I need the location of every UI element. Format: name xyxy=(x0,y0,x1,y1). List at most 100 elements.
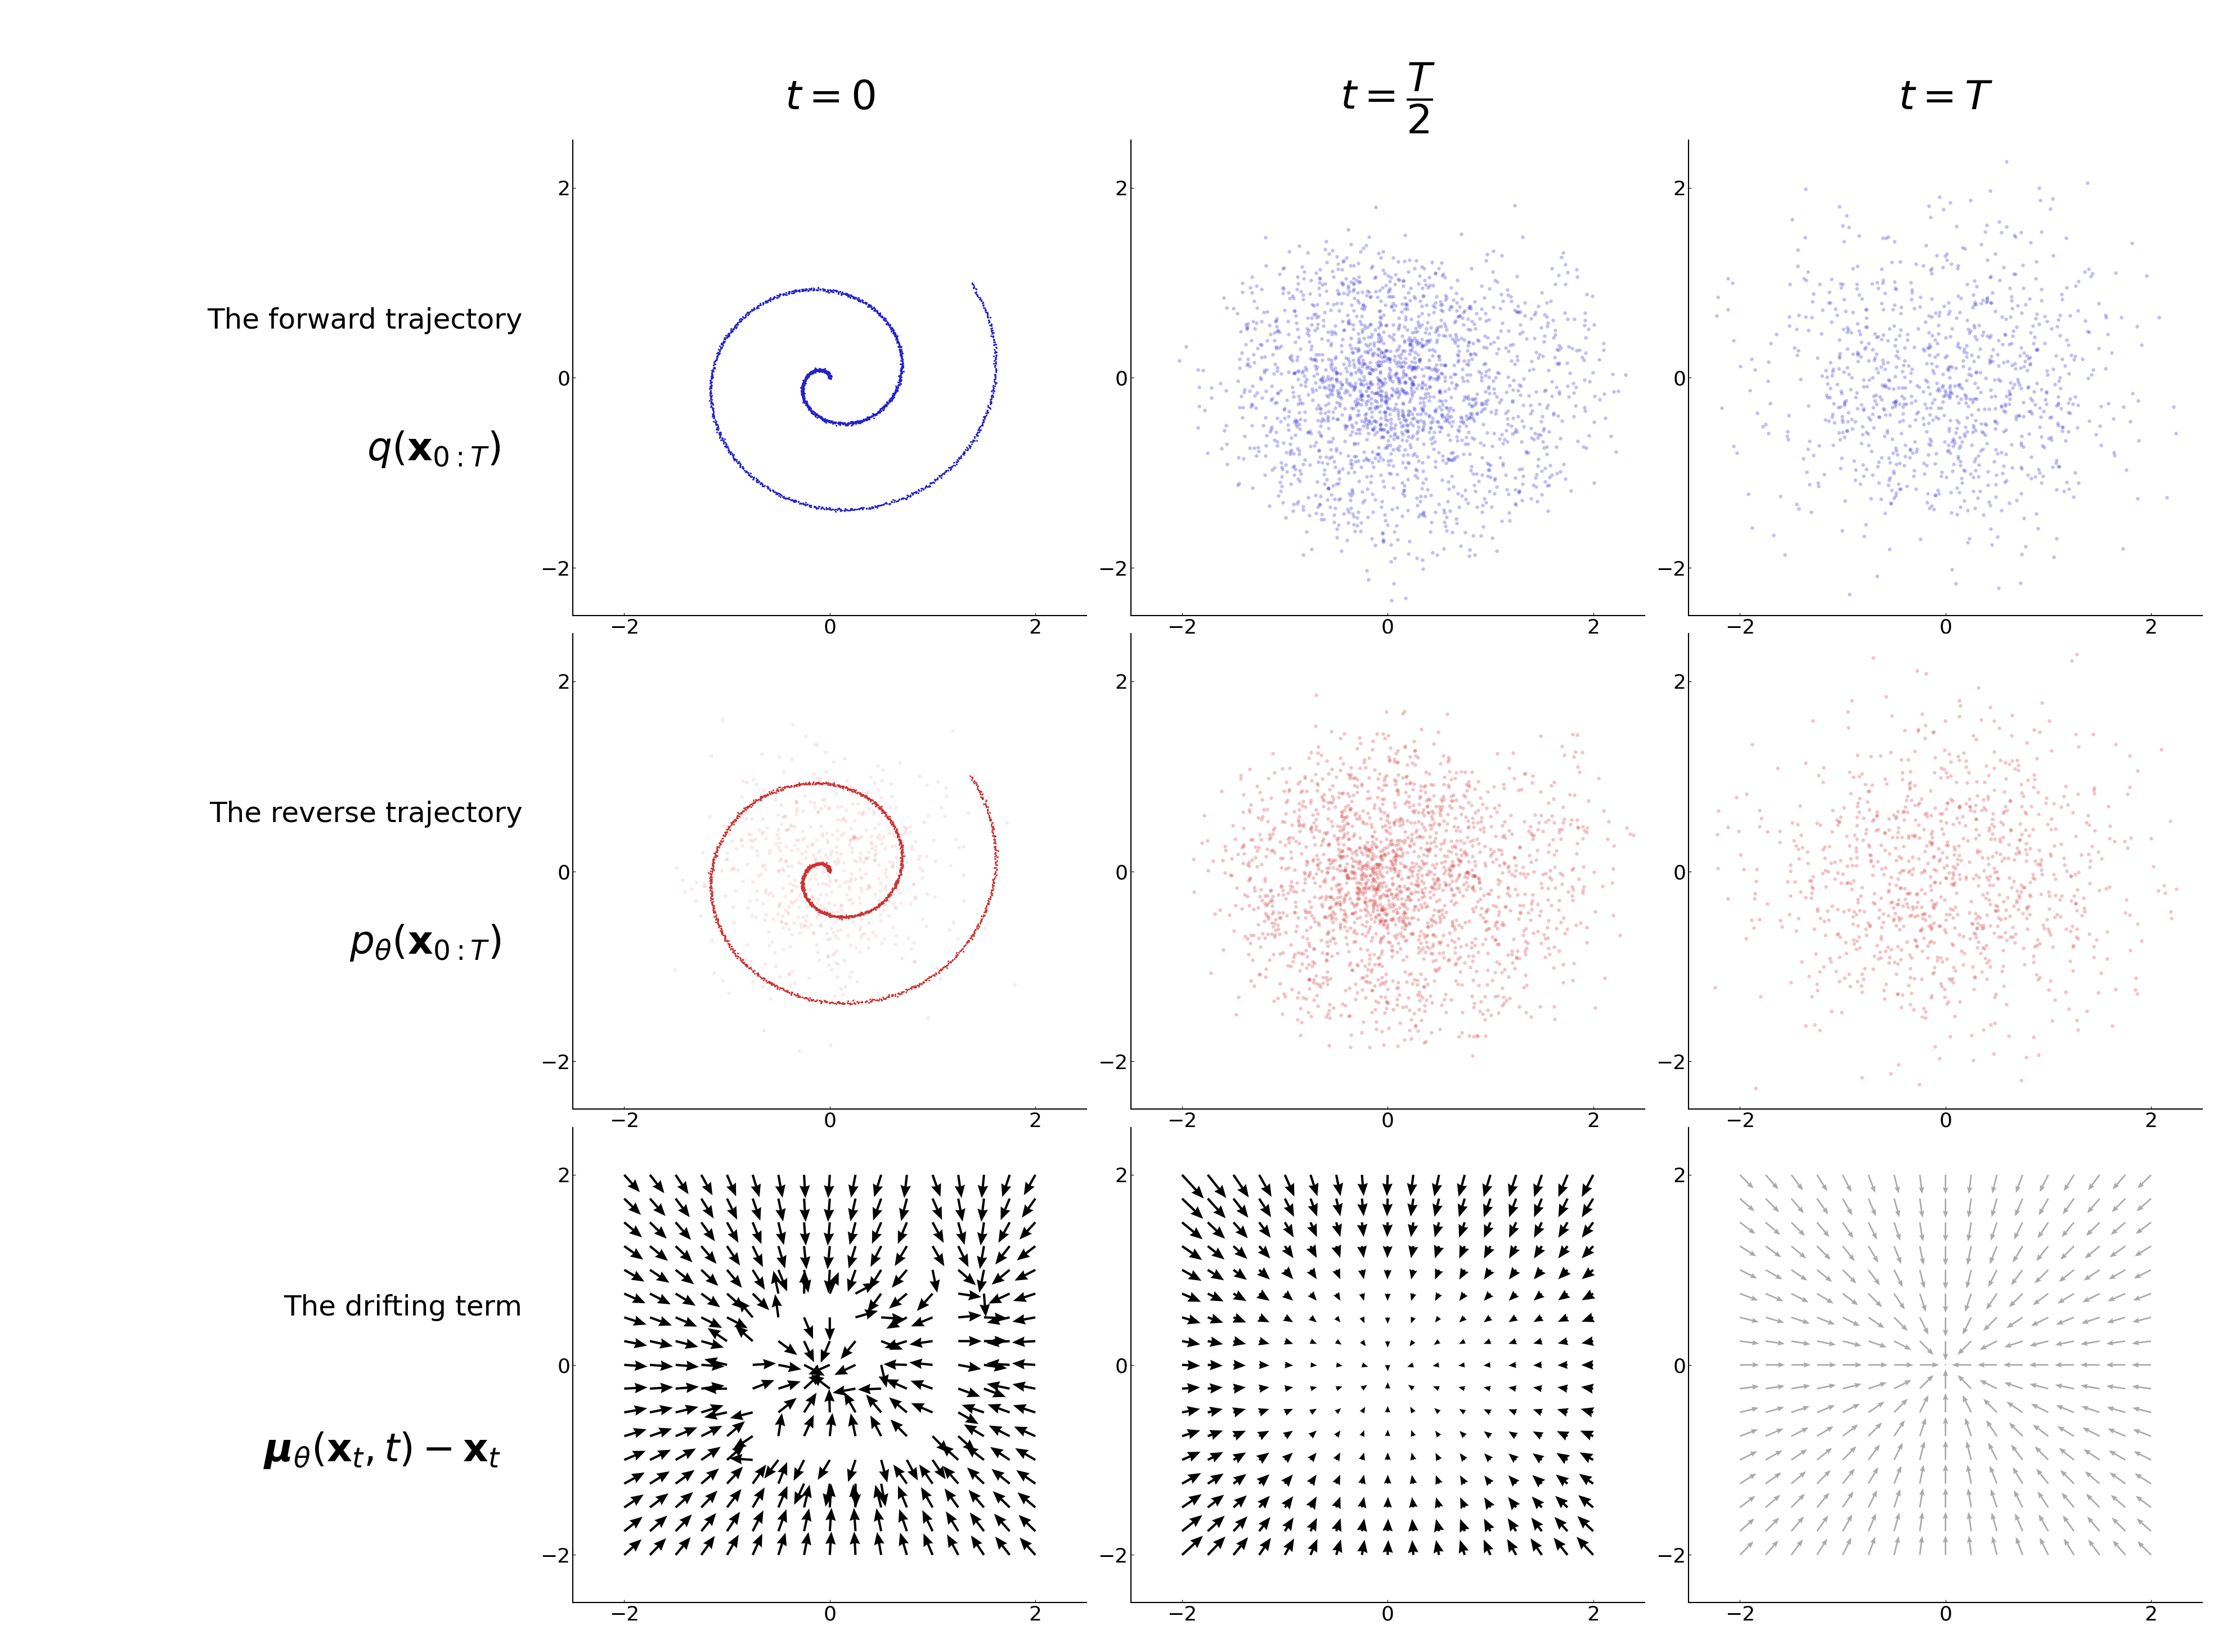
Point xyxy=(1948,747,1983,773)
Point xyxy=(845,988,881,1014)
Point xyxy=(1567,324,1603,350)
Point xyxy=(800,851,836,877)
Point xyxy=(1216,917,1252,943)
Point xyxy=(966,785,1002,811)
Point xyxy=(1290,952,1326,978)
Point xyxy=(1469,334,1505,360)
Point xyxy=(1299,796,1335,823)
Point xyxy=(803,795,838,821)
Point xyxy=(803,851,838,877)
Point xyxy=(1699,798,1735,824)
Point xyxy=(970,890,1006,917)
Point xyxy=(1932,965,1968,991)
Point xyxy=(1384,291,1420,317)
Point xyxy=(939,826,975,852)
Point xyxy=(1359,335,1395,362)
Point xyxy=(720,448,756,474)
Point xyxy=(1366,800,1402,826)
Point xyxy=(1364,895,1400,922)
Point xyxy=(973,884,1008,910)
Point xyxy=(1380,512,1415,539)
Point xyxy=(1382,834,1418,861)
Point xyxy=(912,963,948,990)
Point xyxy=(787,388,823,415)
Point xyxy=(1471,456,1507,482)
Point xyxy=(854,834,890,861)
Point xyxy=(1420,314,1456,340)
Point xyxy=(1393,431,1429,458)
Point xyxy=(1433,363,1469,390)
Point xyxy=(863,395,899,421)
Point xyxy=(1874,889,1910,915)
Point xyxy=(1380,316,1415,342)
Point xyxy=(722,826,758,852)
Point xyxy=(1847,819,1883,846)
Point xyxy=(756,780,792,806)
Point xyxy=(1496,330,1532,357)
Point xyxy=(863,930,899,957)
Point xyxy=(1934,316,1970,342)
Point xyxy=(1943,286,1979,312)
Point xyxy=(1485,960,1520,986)
Point xyxy=(1368,813,1404,839)
Point xyxy=(881,826,917,852)
Point xyxy=(1941,299,1977,325)
Point xyxy=(814,278,850,304)
Point xyxy=(678,887,713,914)
Point xyxy=(1910,849,1945,876)
Point xyxy=(1939,304,1974,330)
Point xyxy=(1259,335,1295,362)
Point xyxy=(796,768,832,795)
Point xyxy=(1977,1009,2012,1036)
Point xyxy=(1223,340,1259,367)
Point xyxy=(1503,899,1538,925)
Point xyxy=(838,780,874,806)
Point xyxy=(1429,700,1465,727)
Point xyxy=(1438,940,1474,966)
Point xyxy=(1997,867,2033,894)
Point xyxy=(1451,771,1487,798)
Point xyxy=(834,834,870,861)
Point xyxy=(731,299,767,325)
Point xyxy=(1847,915,1883,942)
Point xyxy=(783,380,818,406)
Point xyxy=(1968,902,2003,928)
Point xyxy=(881,367,917,393)
Point xyxy=(1992,330,2028,357)
Point xyxy=(1313,367,1348,393)
Point xyxy=(1266,846,1301,872)
Point xyxy=(812,406,847,433)
Point xyxy=(760,775,796,801)
Point xyxy=(1400,872,1436,899)
Point xyxy=(1328,907,1364,933)
Point xyxy=(841,902,877,928)
Point xyxy=(941,446,977,472)
Point xyxy=(1556,781,1592,808)
Point xyxy=(1270,879,1306,905)
Point xyxy=(959,775,995,801)
Point xyxy=(1514,349,1550,375)
Point xyxy=(1431,862,1467,889)
Point xyxy=(2026,398,2062,425)
Point xyxy=(1288,905,1324,932)
Point xyxy=(1451,828,1487,854)
Point xyxy=(798,895,834,922)
Point xyxy=(1359,854,1395,881)
Point xyxy=(1918,857,1954,884)
Point xyxy=(1380,900,1415,927)
Point xyxy=(785,380,821,406)
Point xyxy=(1351,950,1386,976)
Point xyxy=(693,385,729,411)
Point xyxy=(1353,360,1389,387)
Point xyxy=(1400,843,1436,869)
Point xyxy=(850,900,885,927)
Point xyxy=(1995,352,2030,378)
Point xyxy=(812,857,847,884)
Point xyxy=(1780,337,1816,363)
Point xyxy=(2017,866,2053,892)
Point xyxy=(787,882,823,909)
Point xyxy=(1442,849,1478,876)
Point xyxy=(966,294,1002,320)
Point xyxy=(1308,904,1344,930)
Point xyxy=(812,408,847,434)
